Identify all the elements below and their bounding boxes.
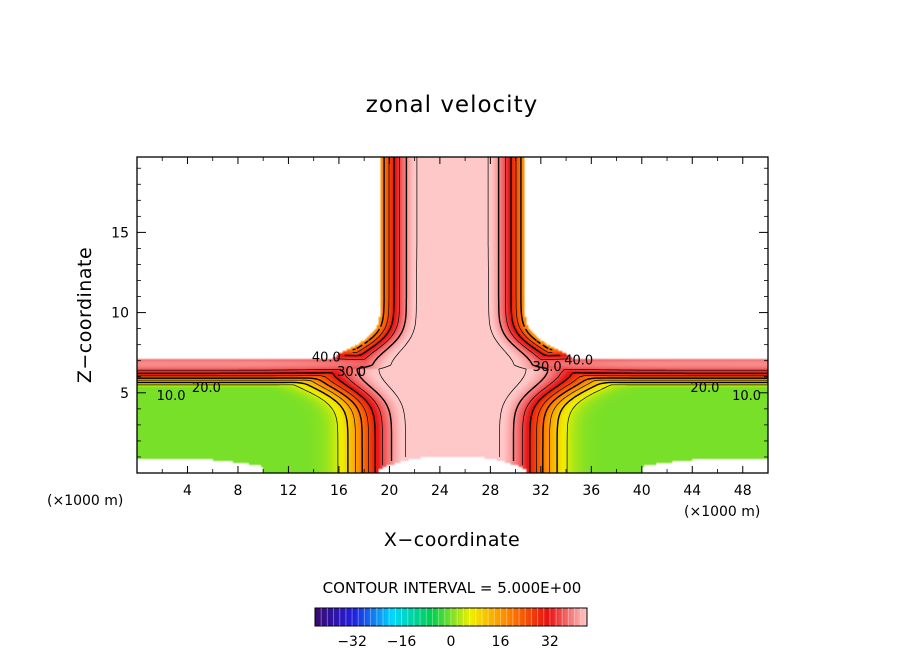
colorbar-tick-label: −16 xyxy=(387,634,417,650)
x-tick-label: 4 xyxy=(183,483,192,499)
colorbar-stripes xyxy=(320,608,582,626)
x-tick-label: 24 xyxy=(431,483,449,499)
plot-frame xyxy=(136,156,769,474)
x-unit-right: (×1000 m) xyxy=(684,504,760,520)
y-tick-label: 5 xyxy=(120,386,129,402)
colorbar-ticks: −32 −16 0 16 32 xyxy=(337,634,559,650)
x-tick-label: 12 xyxy=(280,483,298,499)
y-axis-ticks: 5 10 15 xyxy=(111,167,768,458)
x-tick-label: 40 xyxy=(633,483,651,499)
x-axis-ticks: 4 8 12 16 20 24 28 32 36 40 44 48 xyxy=(161,157,752,499)
velocity-field-heatmap xyxy=(137,157,768,473)
x-tick-label: 44 xyxy=(683,483,701,499)
contour-interval-label: CONTOUR INTERVAL = 5.000E+00 xyxy=(323,579,582,597)
x-tick-label: 20 xyxy=(380,483,398,499)
plot-area: 40.030.020.010.030.0 40.020.010.0 4 8 12 16 2… xyxy=(111,156,769,499)
contour-lines xyxy=(137,157,768,473)
contour-label: 40.0 xyxy=(312,351,341,366)
colorbar: −32 −16 0 16 32 xyxy=(314,607,588,650)
contour-label: 20.0 xyxy=(192,381,221,396)
y-axis-label: Z−coordinate xyxy=(74,247,96,383)
x-unit-left: (×1000 m) xyxy=(47,493,123,509)
contour-label: 10.0 xyxy=(157,389,186,404)
contour-line-40 xyxy=(356,157,549,461)
contour-line-30 xyxy=(137,157,768,473)
contour-label: 40.0 xyxy=(564,354,593,369)
contour-label: 30.0 xyxy=(337,365,366,380)
contour-label: 10.0 xyxy=(732,389,761,404)
contour-line-45 xyxy=(378,157,527,457)
contour-label: 30.0 xyxy=(533,360,562,375)
x-tick-label: 48 xyxy=(734,483,752,499)
y-tick-label: 15 xyxy=(111,225,129,241)
colorbar-tick-label: −32 xyxy=(337,634,367,650)
contour-line-10 xyxy=(137,381,768,473)
colorbar-tick-label: 32 xyxy=(541,634,559,650)
contour-labels: 40.030.020.010.030.0 40.020.010.0 xyxy=(157,351,761,404)
contour-line-35 xyxy=(137,157,768,465)
x-tick-label: 32 xyxy=(532,483,550,499)
contour-label: 20.0 xyxy=(690,381,719,396)
x-tick-label: 36 xyxy=(582,483,600,499)
colorbar-fill xyxy=(314,607,588,627)
contour-line-15 xyxy=(137,379,768,473)
colorbar-tick-label: 16 xyxy=(492,634,510,650)
x-tick-label: 16 xyxy=(330,483,348,499)
contour-line-20 xyxy=(137,157,768,473)
x-tick-label: 8 xyxy=(233,483,242,499)
y-tick-label: 10 xyxy=(111,306,129,322)
x-tick-label: 28 xyxy=(481,483,499,499)
contour-line-5 xyxy=(137,384,768,473)
colorbar-tick-label: 0 xyxy=(447,634,456,650)
x-axis-label: X−coordinate xyxy=(384,529,520,551)
chart-title: zonal velocity xyxy=(366,92,538,118)
